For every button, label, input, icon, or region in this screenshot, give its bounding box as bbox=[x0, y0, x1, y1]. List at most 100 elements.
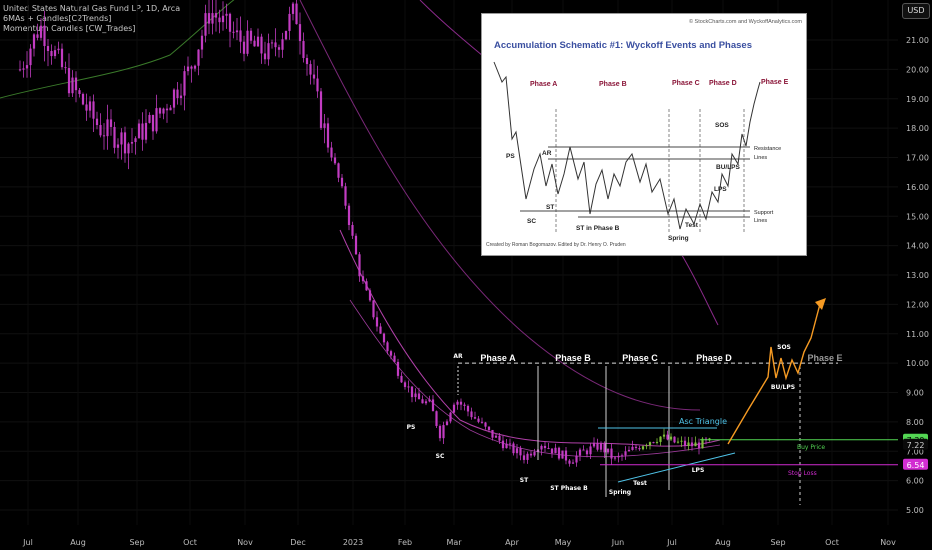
y-tick-label: 20.00 bbox=[906, 65, 929, 74]
wyckoff-schematic: © StockCharts.com and WyckoffAnalytics.c… bbox=[486, 18, 802, 248]
ma-fast2-line bbox=[349, 299, 721, 458]
candle-body bbox=[687, 442, 690, 446]
candle-body bbox=[610, 448, 613, 459]
legend-indicator-momentum[interactable]: Momentum Candles [CW_Trades] bbox=[3, 24, 136, 33]
candle-body bbox=[309, 64, 312, 75]
candle-body bbox=[424, 401, 428, 404]
candle-body bbox=[127, 143, 130, 154]
legend-indicator-mas[interactable]: 6MAs + Candles[C2Trends] bbox=[3, 14, 112, 23]
candle-body bbox=[396, 361, 400, 376]
candle-body bbox=[46, 46, 50, 52]
candle-body bbox=[627, 449, 631, 452]
candle-body bbox=[662, 434, 666, 437]
candle-body bbox=[130, 142, 134, 144]
candle-body bbox=[158, 108, 162, 114]
candle-body bbox=[295, 3, 298, 25]
candle-body bbox=[540, 445, 543, 450]
candle-body bbox=[64, 67, 67, 69]
event-label-8: SOS bbox=[777, 344, 791, 351]
y-tick-label: 21.00 bbox=[906, 36, 929, 45]
inset-label-spring: Spring bbox=[668, 235, 689, 242]
candle-body bbox=[228, 13, 232, 32]
candle-body bbox=[463, 404, 466, 406]
inset-title: Accumulation Schematic #1: Wyckoff Event… bbox=[494, 40, 752, 51]
inset-footer: Created by Roman Bogomazov. Edited by Dr… bbox=[486, 242, 626, 248]
candles bbox=[18, 0, 711, 467]
candle-body bbox=[113, 126, 116, 148]
y-tick-label: 8.00 bbox=[906, 418, 924, 427]
candle-body bbox=[305, 58, 309, 65]
candle-body bbox=[288, 13, 291, 31]
inset-label-support: Support bbox=[754, 210, 774, 216]
candle-body bbox=[568, 460, 571, 464]
inset-phase-b: Phase B bbox=[599, 81, 627, 88]
inset-phase-d: Phase D bbox=[709, 80, 737, 87]
currency-button[interactable]: USD bbox=[902, 3, 930, 19]
candle-body bbox=[498, 435, 501, 441]
inset-phase-c: Phase C bbox=[672, 80, 700, 87]
event-label-5: Spring bbox=[609, 489, 631, 496]
x-tick-label: Mar bbox=[446, 538, 462, 547]
candle-body bbox=[200, 35, 204, 50]
candle-body bbox=[421, 399, 424, 404]
candle-body bbox=[242, 41, 246, 54]
candle-body bbox=[179, 95, 183, 99]
candle-body bbox=[106, 119, 109, 137]
candle-body bbox=[442, 425, 445, 439]
candle-body bbox=[596, 442, 599, 450]
x-tick-label: Oct bbox=[183, 538, 197, 547]
candle-body bbox=[351, 225, 354, 236]
inset-label-resistance-lines: Lines bbox=[754, 155, 767, 161]
candle-body bbox=[375, 317, 379, 327]
x-tick-label: Dec bbox=[290, 538, 305, 547]
candle-body bbox=[57, 48, 60, 51]
candle-body bbox=[214, 13, 218, 18]
candle-body bbox=[141, 123, 144, 140]
candle-body bbox=[480, 421, 484, 423]
candle-body bbox=[428, 399, 431, 402]
candle-body bbox=[410, 386, 414, 398]
candle-body bbox=[466, 405, 470, 412]
candle-body bbox=[326, 123, 330, 148]
legend-symbol[interactable]: United States Natural Gas Fund LP, 1D, A… bbox=[3, 4, 181, 13]
candle-body bbox=[60, 48, 64, 68]
candle-body bbox=[358, 254, 361, 277]
projection-path bbox=[727, 303, 821, 445]
candle-body bbox=[389, 351, 393, 356]
candle-body bbox=[151, 114, 155, 132]
projection-arrowhead bbox=[815, 298, 826, 310]
candle-body bbox=[522, 455, 526, 460]
candle-body bbox=[617, 455, 620, 458]
candle-body bbox=[365, 281, 368, 291]
candle-body bbox=[249, 30, 253, 41]
x-tick-label: 2023 bbox=[343, 538, 363, 547]
candle-body bbox=[162, 108, 165, 114]
candle-body bbox=[183, 71, 186, 96]
candle-body bbox=[456, 401, 459, 405]
x-tick-label: Apr bbox=[505, 538, 520, 547]
candle-body bbox=[344, 186, 347, 206]
candle-body bbox=[683, 440, 687, 446]
y-tick-label: 6.00 bbox=[906, 477, 924, 486]
candle-body bbox=[403, 382, 407, 387]
candle-body bbox=[484, 422, 487, 427]
stop-loss-label: Stop Loss bbox=[788, 470, 817, 477]
candle-body bbox=[666, 434, 669, 440]
candle-body bbox=[620, 455, 624, 457]
y-tick-label: 18.00 bbox=[906, 124, 929, 133]
y-tick-label: 17.00 bbox=[906, 154, 929, 163]
candle-body bbox=[655, 441, 659, 443]
inset-label-st-b: ST in Phase B bbox=[576, 225, 620, 232]
phase-label-5: Phase E bbox=[807, 353, 842, 363]
price-tag-2: 6.54 bbox=[907, 461, 925, 470]
x-tick-label: Jul bbox=[22, 538, 33, 547]
candle-body bbox=[274, 42, 277, 48]
candle-body bbox=[470, 411, 473, 418]
candle-body bbox=[533, 452, 536, 456]
candle-body bbox=[123, 132, 127, 154]
candle-body bbox=[571, 462, 575, 464]
candle-body bbox=[487, 426, 491, 430]
candle-body bbox=[71, 77, 74, 94]
candle-body bbox=[50, 51, 53, 57]
